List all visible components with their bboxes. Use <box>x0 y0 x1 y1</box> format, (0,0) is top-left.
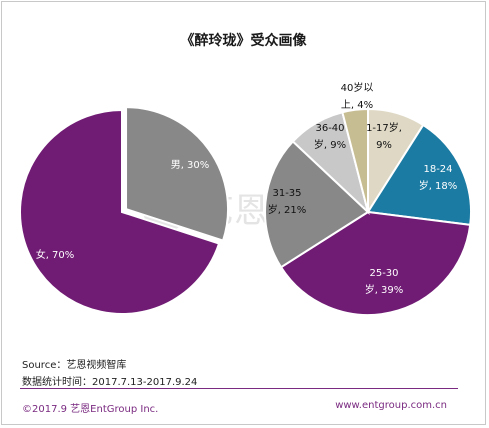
age-label-1-17: 1-17岁, 9% <box>366 121 402 151</box>
age-label-36-40: 36-40 岁, 9% <box>314 123 346 151</box>
age-label-31-35: 31-35 岁, 21% <box>268 188 307 216</box>
age-label-25-30: 25-30 岁, 39% <box>365 268 404 296</box>
gender-label-female: 女, 70% <box>36 248 75 261</box>
chart-title: 《醉玲珑》受众画像 <box>180 33 307 49</box>
age-slice-40-plus <box>341 107 369 213</box>
age-label-40-plus: 40岁以上, 4% <box>341 81 374 111</box>
gender-label-male: 男, 30% <box>171 159 210 171</box>
gender-labels: 男, 30% 女, 70% <box>36 159 210 261</box>
age-label-18-24: 18-24 岁, 18% <box>419 164 458 192</box>
age-labels: 1-17岁, 9% 18-24 岁, 18% 25-30 岁, 39% 31-35 岁, 21… <box>268 81 458 296</box>
footer-copyright: ©2017.9 艺恩EntGroup Inc. <box>22 404 159 415</box>
age-slice-18-24 <box>366 123 472 227</box>
source-line: Source：艺恩视频智库 <box>22 360 127 371</box>
gender-pie <box>19 106 230 315</box>
age-slice-31-35 <box>264 140 370 269</box>
age-pie <box>264 107 472 316</box>
footer-divider <box>20 388 458 389</box>
footer-website: www.entgroup.com.cn <box>335 400 447 411</box>
gender-slice-male <box>125 106 230 242</box>
gender-slice-female <box>19 108 221 315</box>
period-line: 数据统计时间：2017.7.13-2017.9.24 <box>22 377 198 388</box>
